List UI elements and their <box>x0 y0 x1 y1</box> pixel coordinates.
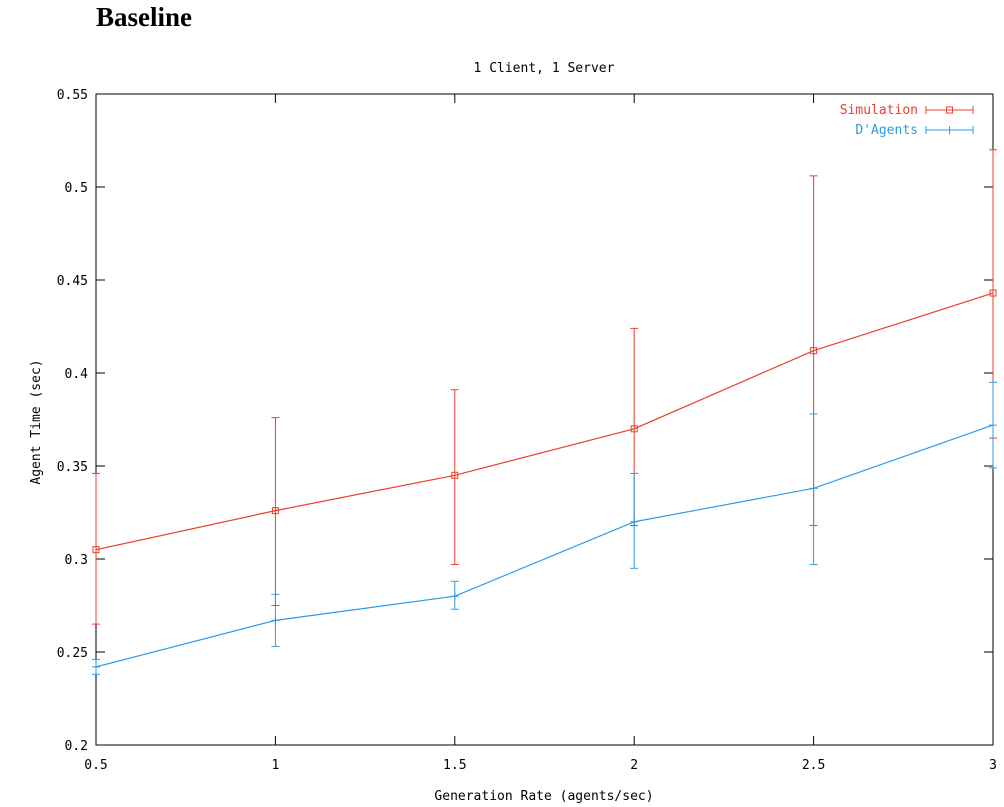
data-point <box>810 347 818 355</box>
data-point <box>946 106 953 114</box>
y-tick-label: 0.4 <box>65 367 89 382</box>
series-dagents <box>92 381 997 675</box>
legend-label: D'Agents <box>855 123 918 138</box>
y-tick-label: 0.25 <box>57 646 88 661</box>
x-tick-label: 0.5 <box>84 758 107 773</box>
data-point <box>989 289 997 297</box>
x-tick-label: 2 <box>630 758 638 773</box>
x-tick-label: 2.5 <box>802 758 825 773</box>
data-point <box>92 662 100 671</box>
series-line <box>95 424 994 668</box>
data-point <box>92 546 100 554</box>
data-point <box>809 484 818 493</box>
y-tick-label: 0.45 <box>57 274 88 289</box>
data-point <box>271 507 279 515</box>
y-tick-label: 0.35 <box>57 460 88 475</box>
page-heading: Baseline <box>96 2 193 32</box>
plot-border <box>95 93 994 746</box>
data-point <box>989 421 997 430</box>
series-line <box>95 292 994 551</box>
y-tick-label: 0.55 <box>57 88 88 103</box>
data-point <box>630 425 638 433</box>
chart-title: 1 Client, 1 Server <box>474 61 615 76</box>
y-tick-label: 0.5 <box>65 181 88 196</box>
data-point <box>271 616 280 625</box>
data-point <box>451 471 459 479</box>
series-simulation <box>92 149 997 625</box>
x-axis: 0.5 1 1.5 2 2.5 3 <box>84 94 997 773</box>
y-tick-label: 0.2 <box>65 739 88 754</box>
plot-frame <box>95 93 994 746</box>
data-point <box>450 592 459 601</box>
data-point <box>630 517 639 526</box>
x-axis-label: Generation Rate (agents/sec) <box>434 789 653 804</box>
legend: Simulation D'Agents <box>840 103 974 138</box>
x-tick-label: 3 <box>989 758 997 773</box>
x-tick-label: 1.5 <box>443 758 466 773</box>
y-axis: 0.2 0.25 0.3 0.35 0.4 0.45 0.5 0.55 <box>57 88 993 754</box>
y-axis-label: Agent Time (sec) <box>29 359 44 484</box>
x-tick-label: 1 <box>271 758 279 773</box>
y-tick-label: 0.3 <box>65 553 88 568</box>
series-layer <box>92 149 997 675</box>
data-point <box>945 126 954 134</box>
legend-label: Simulation <box>840 103 918 118</box>
